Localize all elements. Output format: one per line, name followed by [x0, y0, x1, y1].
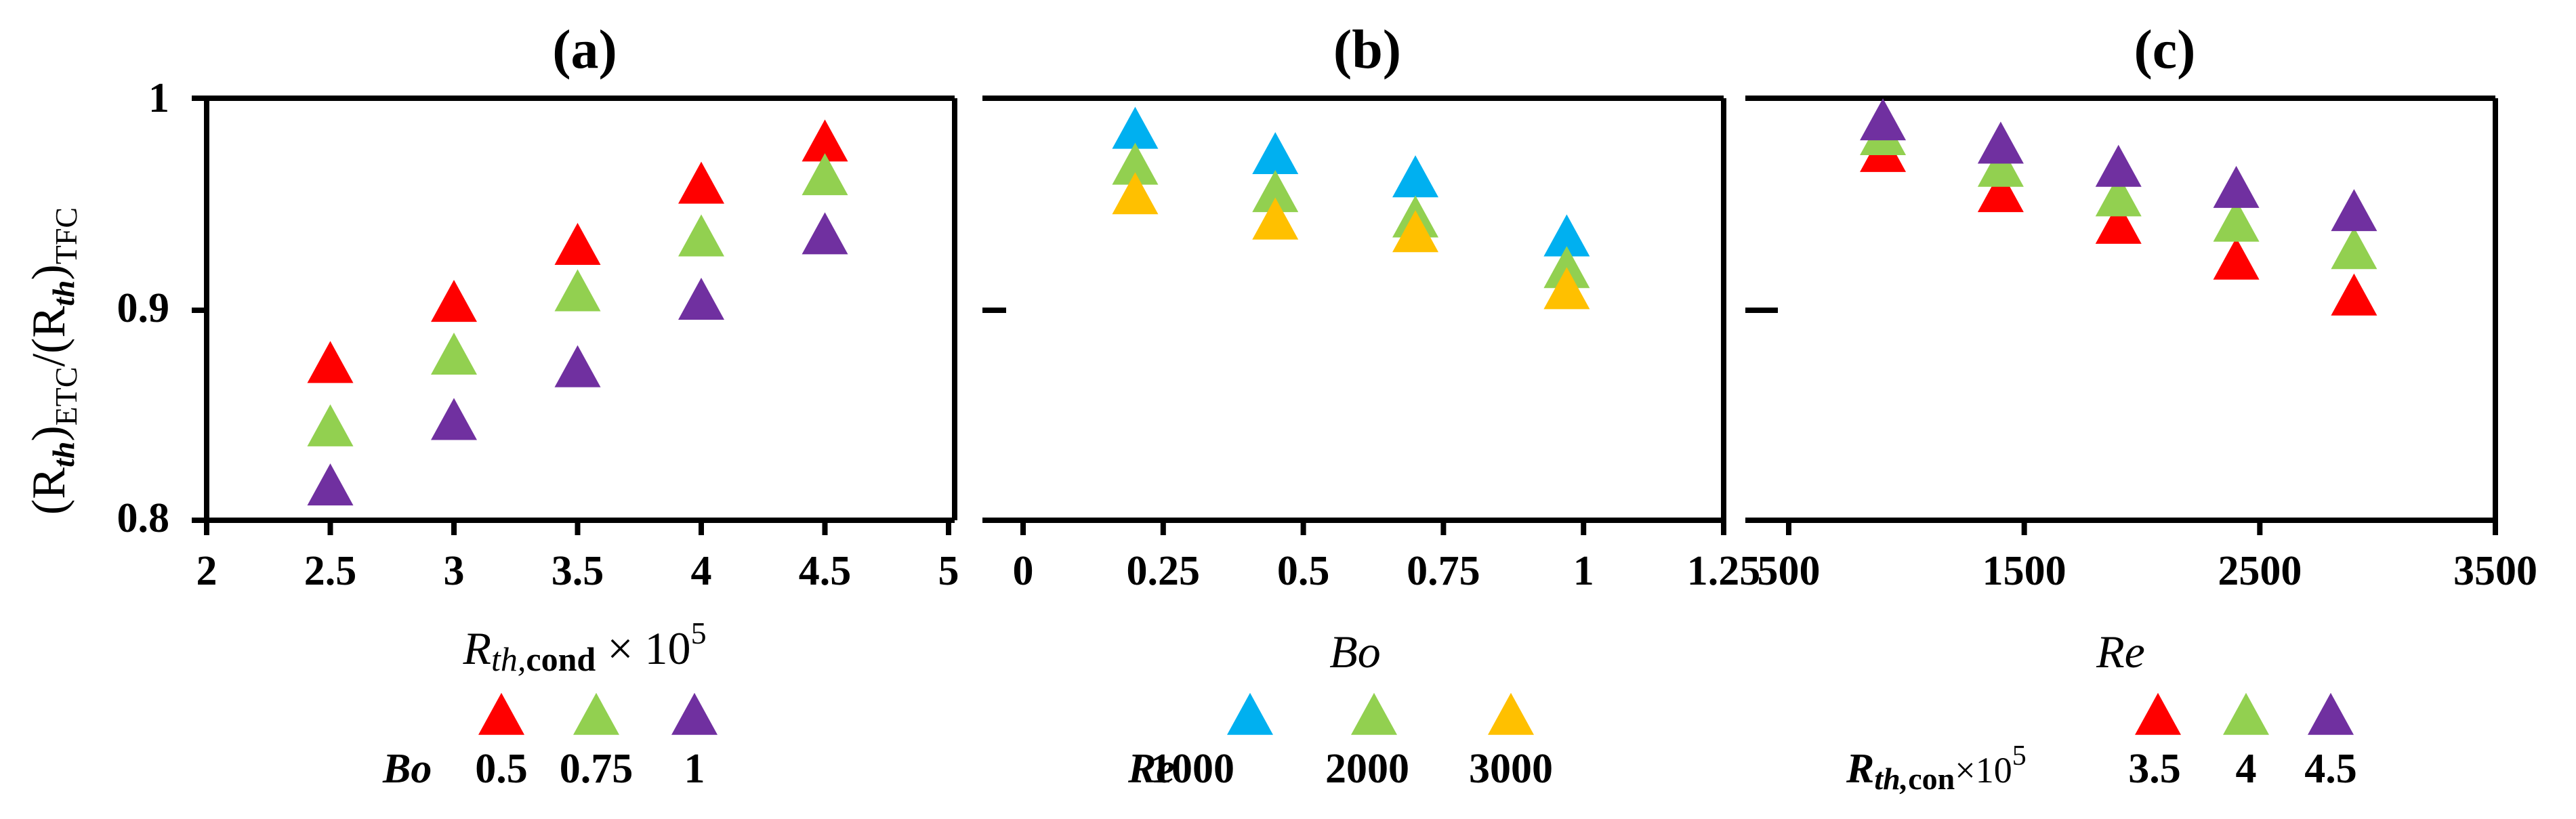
panel-a-series-0-point-0 [307, 341, 354, 383]
panel-a-series-1-point-4 [802, 153, 848, 196]
y-tick-label-0: 0.8 [117, 495, 170, 541]
panel-b-legend-label-0: 1000 [1150, 746, 1234, 792]
panel-a-x-tick-label-1: 2.5 [304, 548, 357, 594]
panel-c-series-2-point-3 [2213, 165, 2260, 208]
panel-b-series-2-point-1 [1252, 197, 1299, 240]
panel-a-xlabel: Rth,cond × 105 [462, 616, 706, 678]
panel-a-legend-label-0: 0.5 [475, 746, 528, 792]
panel-c-x-tick-label-2: 2500 [2218, 548, 2302, 594]
panel-a-series-0-point-3 [678, 161, 724, 204]
panel-a-series-2-point-2 [554, 345, 601, 387]
panel-b-series-1-point-0 [1112, 142, 1159, 185]
panel-c-series-0-point-4 [2331, 273, 2377, 316]
panel-c-legend-marker-1 [2223, 692, 2269, 735]
y-label-sub-th: th [46, 442, 81, 467]
panel-a-series-0-point-1 [431, 280, 477, 322]
panel-a-series-1-point-1 [431, 332, 477, 375]
panel-a-legend-marker-2 [671, 692, 718, 735]
panel-c-frame [1745, 96, 2498, 523]
panel-a-x-tick-label-0: 2 [196, 548, 217, 594]
panel-a-series-2-point-1 [431, 398, 477, 440]
panel-a-legend-marker-0 [478, 692, 524, 735]
panel-c-series-2-point-1 [1977, 121, 2024, 164]
panel-a-x-tick-label-4: 4 [691, 548, 712, 594]
panel-b-x-tick-label-1: 0.25 [1127, 548, 1201, 594]
panel-a-series-2-point-3 [678, 277, 724, 320]
panel-c-legend-label-1: 4 [2236, 746, 2257, 792]
panel-c-x-tick-label-3: 3500 [2453, 548, 2537, 594]
panel-b-series-0-point-0 [1112, 106, 1159, 149]
panel-a-x-tick-label-6: 5 [938, 548, 959, 594]
panel-c-x-tick-label-1: 1500 [1982, 548, 2066, 594]
panel-a-series-2-point-0 [307, 463, 354, 506]
panel-c-series-2-point-2 [2095, 144, 2142, 187]
panel-c-series-0-point-2 [2095, 201, 2142, 244]
panel-b-x-tick-label-2: 0.5 [1277, 548, 1330, 594]
panel-b-series-0-point-2 [1392, 155, 1439, 198]
panel-c-legend-label-0: 3.5 [2128, 746, 2181, 792]
panel-b-x-tick-label-4: 1 [1573, 548, 1594, 594]
panel-b-legend-label-2: 3000 [1469, 746, 1553, 792]
y-tick-label-1: 0.9 [117, 285, 170, 331]
panel-b-legend-marker-2 [1488, 692, 1534, 735]
panel-c-series-2-point-0 [1860, 98, 1907, 141]
panel-b-legend-label-1: 2000 [1325, 746, 1409, 792]
panel-b-legend-marker-1 [1351, 692, 1397, 735]
panel-a-series-2-point-4 [802, 212, 848, 255]
panel-a-series-0-point-2 [554, 222, 601, 265]
panel-c-legend-title: Rth,con×105 [1846, 740, 2027, 796]
panel-b-series-1-point-1 [1252, 170, 1299, 213]
panel-b-x-tick-label-3: 0.75 [1407, 548, 1480, 594]
panel-a-x-tick-label-2: 3 [444, 548, 465, 594]
panel-b-series-0-point-3 [1543, 214, 1590, 257]
panel-b-xlabel: Bo [1329, 626, 1381, 677]
panel-b-legend-marker-0 [1227, 692, 1273, 735]
panel-c-legend-marker-0 [2135, 692, 2181, 735]
panel-c-series-1-point-3 [2213, 199, 2260, 242]
panel-a-x-tick-label-3: 3.5 [552, 548, 604, 594]
panel-c-title: (c) [2134, 18, 2195, 80]
panel-b-frame [982, 96, 1726, 523]
panel-a-legend-title: Bo [382, 746, 432, 792]
panel-b-series-2-point-2 [1392, 210, 1439, 253]
panel-b-series-0-point-1 [1252, 132, 1299, 175]
legend-layer: 0.5 0.75 1 1000 2000 3000 3.5 4 4.5 [475, 692, 2357, 792]
panel-b-title: (b) [1333, 18, 1401, 80]
y-axis-label: (Rth)ETC/(Rth)TFC [23, 207, 83, 515]
panel-c-xlabel: Re [2096, 626, 2145, 677]
panel-a-legend-label-1: 0.75 [560, 746, 633, 792]
panel-a-series-0-point-4 [802, 119, 848, 162]
panel-a-legend-label-2: 1 [684, 746, 705, 792]
panel-c-legend-label-2: 4.5 [2304, 746, 2357, 792]
y-tick-label-2: 1 [148, 75, 169, 121]
panel-b-series-2-point-0 [1112, 172, 1159, 215]
panel-b-x-tick-label-5: 1.25 [1687, 548, 1761, 594]
panel-b-x-tick-label-0: 0 [1013, 548, 1034, 594]
panel-a-series-1-point-2 [554, 269, 601, 312]
panel-a-legend-marker-1 [573, 692, 619, 735]
marks-layer [307, 98, 2377, 506]
panel-c-series-1-point-1 [1977, 144, 2024, 187]
panel-c-series-1-point-4 [2331, 227, 2377, 270]
panel-c-x-tick-label-0: 500 [1758, 548, 1821, 594]
panel-b-legend-title: Re [1127, 746, 1175, 792]
panel-b-series-1-point-3 [1543, 246, 1590, 289]
panel-a-title: (a) [552, 18, 617, 80]
panel-a-series-1-point-3 [678, 214, 724, 257]
panel-c-series-0-point-3 [2213, 237, 2260, 280]
panel-a-series-1-point-0 [307, 404, 354, 446]
panel-b-series-2-point-3 [1543, 267, 1590, 310]
panel-a-x-tick-label-5: 4.5 [799, 548, 852, 594]
panel-c-series-1-point-2 [2095, 174, 2142, 217]
panel-c-series-2-point-4 [2331, 189, 2377, 232]
panel-c-series-0-point-1 [1977, 170, 2024, 213]
panel-c-legend-marker-2 [2308, 692, 2354, 735]
